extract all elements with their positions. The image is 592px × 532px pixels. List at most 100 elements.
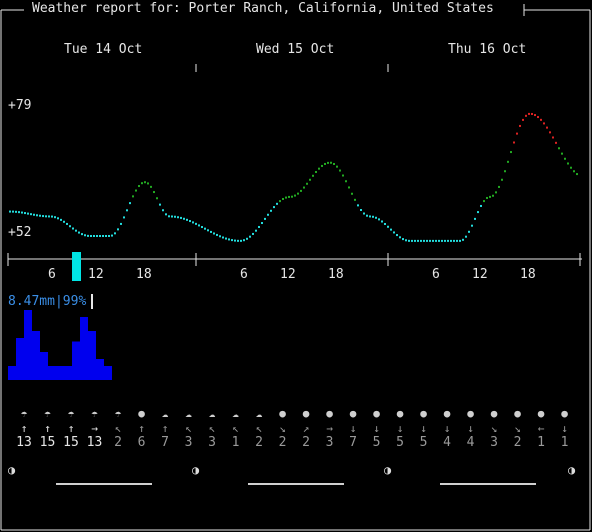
temp-point [126, 209, 128, 212]
temp-point [393, 231, 395, 234]
temp-point [201, 226, 203, 229]
wind-direction-icon: ↓ [420, 422, 427, 435]
wind-speed: 4 [466, 435, 475, 450]
temp-point [261, 222, 263, 225]
wind-direction-icon: ↑ [67, 422, 75, 435]
temp-point [444, 239, 446, 242]
temp-point [420, 239, 422, 242]
weather-condition-icon: ● [279, 407, 286, 420]
temp-point [81, 233, 83, 236]
temp-point [291, 195, 293, 198]
temp-point [504, 170, 506, 173]
precip-bar [80, 317, 88, 380]
temp-point [30, 213, 32, 216]
weather-condition-icon: ☂ [44, 407, 51, 420]
temp-point [318, 167, 320, 170]
temp-point [366, 214, 368, 217]
temp-point [498, 185, 500, 188]
temp-point [534, 114, 536, 117]
page-title: Weather report for: Porter Ranch, Califo… [32, 1, 494, 16]
temp-point [300, 189, 302, 192]
temp-point [120, 222, 122, 225]
weather-condition-icon: ☁ [185, 407, 192, 420]
temp-point [435, 239, 437, 242]
temp-point [171, 215, 173, 218]
temp-point [465, 235, 467, 238]
weather-condition-icon: ☂ [114, 407, 122, 420]
temp-point [543, 122, 545, 125]
temp-point [345, 180, 347, 183]
wind-direction-icon: ↘ [279, 422, 286, 435]
temp-point [510, 151, 512, 154]
temp-point [114, 232, 116, 235]
precip-bar-base [8, 366, 112, 380]
temp-point [153, 191, 155, 194]
temp-point [180, 216, 182, 219]
hour-tick-label: 6 [432, 267, 440, 282]
temp-point [537, 116, 539, 119]
temp-point [348, 186, 350, 189]
temp-point [18, 211, 20, 214]
temp-point [513, 141, 515, 144]
temp-point [516, 132, 518, 135]
temp-point [246, 237, 248, 240]
temp-point [387, 225, 389, 228]
wind-speed: 1 [560, 435, 569, 450]
temp-point [519, 124, 521, 127]
temp-point [183, 217, 185, 220]
temp-point [279, 200, 281, 203]
temp-point [381, 220, 383, 223]
temp-max-label: +79 [8, 98, 32, 113]
temp-point [117, 228, 119, 231]
temp-point [468, 230, 470, 233]
temp-point [132, 195, 134, 198]
wind-speed: 3 [325, 435, 334, 450]
temp-point [327, 161, 329, 164]
temp-point [483, 200, 485, 203]
wind-direction-icon: ↘ [514, 422, 521, 435]
temp-point [312, 174, 314, 177]
precip-bar [16, 338, 24, 380]
moon-phase-icon: ◑ [384, 463, 392, 477]
wind-speed: 5 [419, 435, 428, 450]
day-label-1: Tue 14 Oct [64, 42, 143, 57]
temp-point [123, 216, 125, 219]
wind-direction-icon: ← [537, 422, 545, 435]
wind-direction-icon: ↖ [185, 422, 192, 435]
temp-point [186, 218, 188, 221]
weather-condition-icon: ☂ [91, 407, 98, 420]
temp-point [522, 118, 524, 121]
temp-point [507, 160, 509, 163]
temp-point [306, 182, 308, 185]
temp-point [111, 234, 113, 237]
temp-point [84, 234, 86, 237]
temp-point [36, 214, 38, 217]
temp-point [150, 185, 152, 188]
day-label-3: Thu 16 Oct [448, 42, 527, 57]
temp-point [165, 213, 167, 216]
temp-point [576, 173, 578, 176]
temp-point [51, 215, 53, 218]
temp-point [438, 239, 440, 242]
temp-point [474, 217, 476, 220]
wind-speed: 3 [208, 435, 216, 450]
temp-point [24, 212, 26, 215]
wind-direction-icon: ↓ [349, 422, 357, 435]
precip-bar [88, 331, 96, 380]
wind-speed: 7 [161, 435, 169, 450]
wind-speed: 6 [137, 435, 146, 450]
temp-min-label: +52 [8, 225, 32, 240]
wind-direction-icon: ↖ [114, 422, 122, 435]
temp-point [225, 237, 227, 240]
temp-point [363, 212, 365, 215]
temp-point [558, 147, 560, 150]
temp-point [39, 214, 41, 217]
temp-point [42, 215, 44, 218]
wind-speed: 3 [184, 435, 193, 450]
temp-point [276, 202, 278, 205]
temp-point [21, 211, 23, 214]
temp-point [429, 239, 431, 242]
temp-point [357, 204, 359, 207]
temp-point [54, 216, 56, 219]
temp-point [258, 225, 260, 228]
